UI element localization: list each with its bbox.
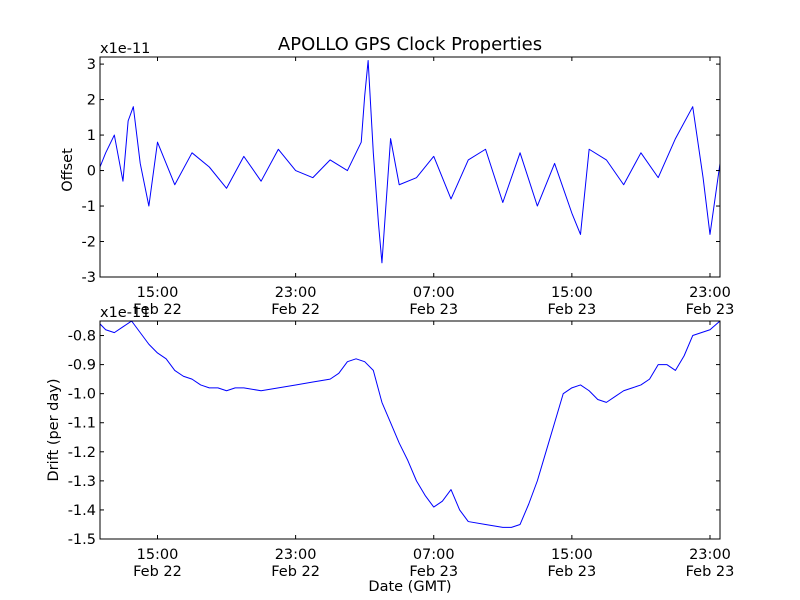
drift-y-tick-label-7: -0.8: [68, 329, 96, 345]
x-axis-label: Date (GMT): [368, 579, 451, 595]
drift-x-tick-time-4: 23:00: [689, 547, 731, 563]
drift-y-tick-label-4: -1.1: [68, 416, 96, 432]
offset-x-tick-date-3: Feb 23: [547, 302, 596, 318]
drift-x-tick-time-0: 15:00: [137, 547, 179, 563]
drift-x-tick-time-3: 15:00: [551, 547, 593, 563]
drift-y-tick-label-6: -0.9: [68, 358, 96, 374]
drift-x-tick-time-2: 07:00: [413, 547, 455, 563]
drift-axes-frame: [99, 320, 721, 540]
offset-y-tick-label-0: -3: [82, 270, 96, 286]
offset-x-tick-date-4: Feb 23: [686, 302, 735, 318]
offset-x-tick-time-4: 23:00: [689, 285, 731, 301]
offset-x-tick-date-2: Feb 23: [409, 302, 458, 318]
drift-panel: -1.5-1.4-1.3-1.2-1.1-1.0-0.9-0.815:00Feb…: [46, 305, 734, 595]
offset-x-tick-time-3: 15:00: [551, 285, 593, 301]
drift-x-tick-date-3: Feb 23: [547, 564, 596, 580]
offset-y-tick-label-5: 2: [87, 93, 96, 109]
drift-y-tick-label-3: -1.2: [68, 445, 96, 461]
drift-x-tick-date-1: Feb 22: [271, 564, 320, 580]
offset-y-tick-label-6: 3: [87, 57, 96, 73]
offset-x-tick-time-0: 15:00: [137, 285, 179, 301]
offset-axes-frame: [99, 56, 721, 278]
offset-x-tick-time-1: 23:00: [275, 285, 317, 301]
offset-y-tick-label-4: 1: [87, 128, 96, 144]
offset-series-line-0: [99, 60, 721, 264]
drift-x-tick-date-2: Feb 23: [409, 564, 458, 580]
drift-y-axis-label: Drift (per day): [46, 379, 62, 482]
offset-y-tick-label-1: -2: [82, 235, 96, 251]
drift-y-tick-label-5: -1.0: [68, 387, 96, 403]
chart-title: APOLLO GPS Clock Properties: [278, 34, 542, 55]
offset-y-tick-label-2: -1: [82, 199, 96, 215]
offset-x-tick-date-0: Feb 22: [133, 302, 182, 318]
drift-plot-area: -1.5-1.4-1.3-1.2-1.1-1.0-0.9-0.815:00Feb…: [68, 320, 735, 580]
drift-y-tick-label-2: -1.3: [68, 474, 96, 490]
drift-x-tick-date-0: Feb 22: [133, 564, 182, 580]
offset-y-axis-label: Offset: [60, 148, 76, 192]
offset-y-tick-label-3: 0: [87, 164, 96, 180]
drift-series-line-0: [99, 320, 721, 528]
drift-y-tick-label-1: -1.4: [68, 503, 96, 519]
offset-x-tick-date-1: Feb 22: [271, 302, 320, 318]
drift-x-tick-date-4: Feb 23: [686, 564, 735, 580]
drift-y-tick-label-0: -1.5: [68, 532, 96, 548]
offset-multiplier-text: x1e-11: [100, 41, 150, 57]
drift-multiplier-text: x1e-11: [100, 305, 150, 321]
drift-x-tick-time-1: 23:00: [275, 547, 317, 563]
offset-x-tick-time-2: 07:00: [413, 285, 455, 301]
